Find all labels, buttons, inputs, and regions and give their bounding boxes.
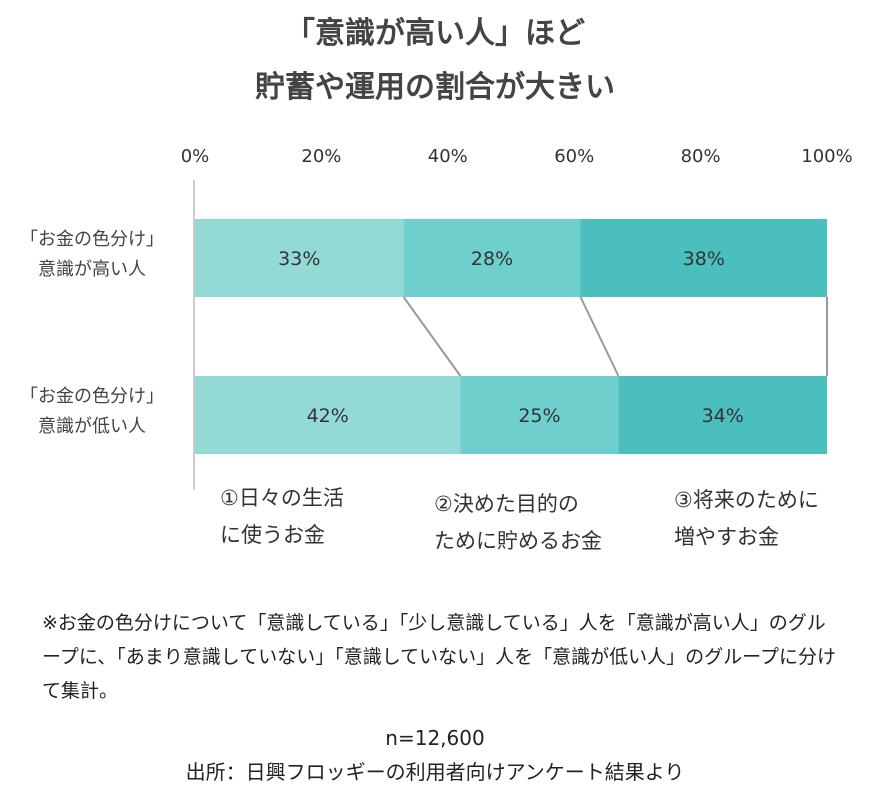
bar-value-label: 34% [702,405,744,427]
category-label: 「お金の色分け」 [20,386,164,407]
x-tick-label: 100% [801,146,852,167]
bar-segment [580,219,827,297]
x-tick-label: 40% [428,146,468,167]
bar-segment [403,219,581,297]
bar-value-label: 28% [471,248,513,270]
x-tick-label: 60% [554,146,594,167]
category-label: 「お金の色分け」 [20,229,164,250]
legend-line: ②決めた目的の [434,492,579,516]
legend-item-savings: ②決めた目的の ために貯めるお金 [434,486,602,560]
bar-value-label: 38% [683,248,725,270]
sample-size: n=12,600 [385,726,485,750]
bar-segment [460,376,619,454]
legend-line: 増やすお金 [674,525,779,549]
bar-value-label: 33% [278,248,320,270]
bar-segment [195,376,461,454]
connector-line [402,296,462,377]
x-tick-label: 20% [301,146,341,167]
x-tick-label: 0% [181,146,210,167]
bar-segment [618,376,827,454]
chart-title-line1: 「意識が高い人」ほど [285,16,585,51]
bar-value-label: 25% [518,405,560,427]
category-label: 意識が高い人 [38,259,146,280]
bar-value-label: 42% [307,405,349,427]
category-label: 意識が低い人 [38,416,146,437]
legend-item-investment: ③将来のために 増やすお金 [674,482,819,556]
legend-item-daily: ①日々の生活 に使うお金 [220,480,344,554]
legend-line: ③将来のために [674,488,819,512]
stacked-bar-chart: 0% 20% 40% 60% 80% 100% 33% 28% 38% 「お金の色分け」意識が高い… [20,146,853,490]
x-tick-label: 80% [681,146,721,167]
footnote: ※お金の色分けについて「意識している」「少し意識している」人を「意識が高い人」の… [42,612,837,702]
legend-line: に使うお金 [220,523,325,547]
legend-line: ①日々の生活 [220,486,344,510]
connector-line [579,296,620,377]
chart-title-line2: 貯蓄や運用の割合が大きい [255,70,615,105]
legend-line: ために貯めるお金 [434,529,602,553]
bar-segment [195,219,404,297]
source-note: 出所：日興フロッギーの利用者向けアンケート結果より [185,760,685,784]
